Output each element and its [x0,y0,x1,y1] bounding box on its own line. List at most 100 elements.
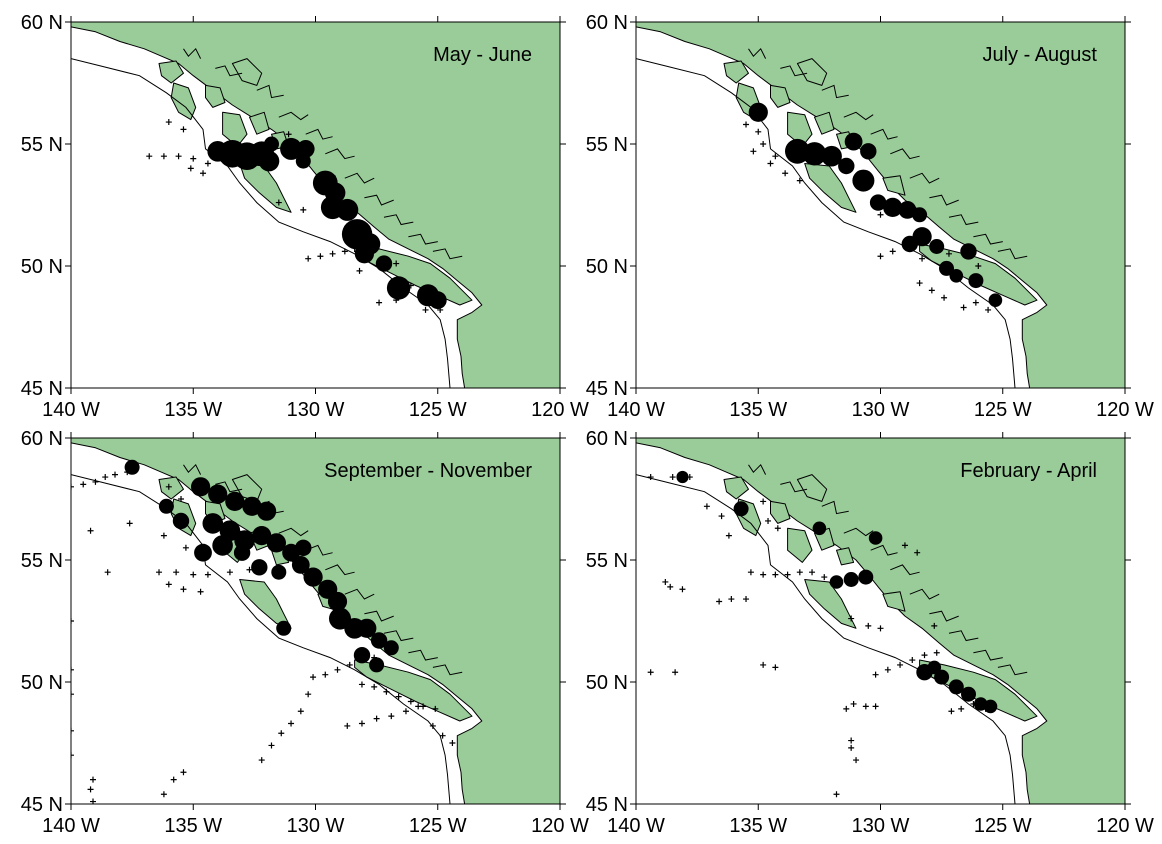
survey-station-mark [796,177,803,184]
survey-station-mark [919,255,926,262]
inlet-line [909,588,940,600]
catch-circle [802,142,827,166]
catch-circle [276,620,292,636]
catch-circle [898,201,917,219]
inlet-line [305,128,333,140]
lat-tick-label: 45 N [21,378,63,400]
catch-circle [821,145,842,167]
lon-tick-label: 130 W [287,815,345,837]
survey-station-mark [743,121,750,128]
survey-station-mark [809,569,816,576]
survey-station-mark [853,757,860,764]
map-area [636,438,1125,804]
survey-station-mark [772,664,779,671]
survey-station-mark [703,503,710,510]
survey-station-mark [931,622,938,629]
survey-station-mark [388,713,395,720]
catch-circle [296,140,315,158]
survey-station-mark [285,131,292,138]
survey-station-mark [341,248,348,255]
catch-circle [949,269,964,283]
survey-station-mark [373,715,380,722]
survey-station-mark [87,786,94,793]
catch-circle [191,477,211,497]
catch-circle [733,501,749,517]
survey-station-mark [782,170,789,177]
survey-station-mark [305,691,312,698]
survey-station-mark [647,474,654,481]
lon-tick-label: 120 W [1096,815,1154,837]
survey-station-mark [972,299,979,306]
survey-station-mark [87,527,94,534]
survey-station-mark [344,722,351,729]
catch-circle [266,533,286,553]
island [814,111,835,135]
mainland [71,22,560,388]
map-panel: 140 W 135 W 130 W 125 W 120 W 60 N 55 N 50 N 45 … [21,428,589,837]
catch-circle [303,567,323,587]
inlet-line [821,500,849,515]
survey-station-mark [187,165,194,172]
lat-tick-label: 55 N [586,550,628,572]
inlet-line [843,111,874,121]
catch-circle [927,660,942,675]
catch-circle [858,569,874,585]
survey-station-mark [960,304,967,311]
survey-station-mark [371,683,378,690]
survey-station-mark [941,294,948,301]
panel-title: May - June [433,44,532,66]
survey-station-mark [921,652,928,659]
catch-circle [852,169,875,192]
catch-circle [336,198,359,221]
catch-circle [939,260,954,276]
lon-tick-label: 140 W [42,815,100,837]
survey-station-mark [843,705,850,712]
survey-station-mark [848,615,855,622]
inlet-line [870,544,898,556]
island [231,58,263,86]
catch-circle [327,591,348,612]
island [158,60,184,84]
inlet-line [432,248,463,260]
lat-tick-label: 60 N [586,12,628,34]
survey-station-mark [71,666,74,673]
island [723,476,749,500]
survey-station-mark [310,674,317,681]
inlet-line [997,664,1028,676]
survey-station-mark [872,703,879,710]
catch-circle [295,539,312,556]
lon-tick-label: 125 W [974,399,1032,421]
survey-station-mark [170,776,177,783]
inlet-line [748,463,767,475]
survey-station-mark [126,520,133,527]
lon-tick-label: 125 W [409,815,467,837]
inlet-line [780,65,808,77]
inlet-line [183,463,202,475]
survey-station-mark [71,727,74,734]
survey-station-mark [156,569,163,576]
survey-station-mark [395,693,402,700]
shelf-break-line [636,58,1016,388]
survey-station-mark [104,569,111,576]
catch-circle [968,273,984,289]
catch-circle [934,669,950,685]
inlet-line [821,84,849,99]
island [770,84,791,108]
survey-station-mark [160,532,167,539]
catch-circle [225,491,245,511]
inlet-line [278,527,309,537]
map-area [71,22,560,388]
lon-tick-label: 140 W [42,399,100,421]
survey-station-mark [102,474,109,481]
catch-circle [354,244,374,264]
inlet-line [256,84,284,99]
survey-station-mark [679,586,686,593]
survey-station-mark [71,752,74,759]
survey-station-mark [928,287,935,294]
catch-circle [948,679,964,695]
survey-station-mark [429,722,436,729]
survey-station-mark [439,732,446,739]
survey-station-mark [774,525,781,532]
shelf-break-line [71,474,451,804]
survey-station-mark [165,483,172,490]
